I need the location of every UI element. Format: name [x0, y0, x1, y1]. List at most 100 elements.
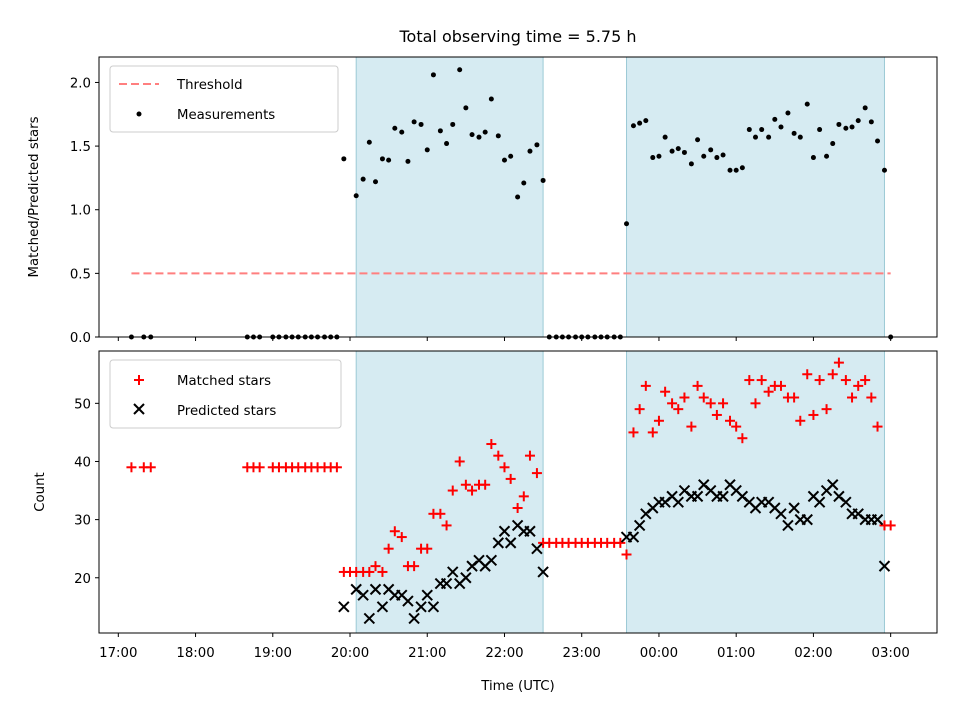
- matched-point: [744, 375, 755, 386]
- matched-point: [524, 450, 535, 461]
- bottom-axes-frame: [98, 350, 938, 634]
- measurement-point: [482, 129, 488, 135]
- predicted-point: [408, 612, 420, 625]
- bottom-y-axis-label: Count: [33, 472, 48, 512]
- matched-point: [518, 491, 529, 502]
- predicted-point: [788, 502, 800, 514]
- bottom-shaded-regions: [355, 350, 885, 634]
- measurement-point: [881, 167, 887, 173]
- matched-point: [705, 398, 716, 409]
- top-y-ticks: 0.0 0.5 1.0 1.5 2.0: [70, 76, 99, 346]
- matched-point: [885, 520, 896, 531]
- x-tick-label: 18:00: [176, 646, 214, 661]
- measurement-point: [746, 127, 752, 133]
- matched-point: [389, 526, 400, 537]
- matched-point: [775, 380, 786, 391]
- matched-point: [145, 462, 156, 473]
- measurement-point: [868, 119, 874, 125]
- matched-point: [435, 508, 446, 519]
- predicted-point: [691, 490, 704, 503]
- predicted-point: [338, 601, 350, 613]
- top-x-ticks: [117, 337, 892, 341]
- matched-point: [409, 561, 420, 572]
- x-tick-label: 17:00: [99, 646, 137, 661]
- x-tick-label: 00:00: [640, 646, 678, 661]
- measurement-point: [675, 146, 681, 152]
- matched-point: [731, 421, 742, 432]
- measurement-point: [759, 127, 765, 133]
- measurement-point: [469, 132, 475, 138]
- matched-point: [486, 439, 497, 450]
- bottom-legend: Matched stars Predicted stars: [109, 359, 342, 429]
- matched-stars-series: [126, 357, 896, 577]
- predicted-point: [498, 525, 511, 537]
- x-tick-label: 21:00: [408, 646, 446, 661]
- measurement-point: [804, 101, 810, 107]
- measurement-point: [527, 148, 533, 154]
- y-tick-label: 1.0: [70, 204, 91, 219]
- predicted-point: [878, 560, 891, 572]
- matched-point: [383, 543, 394, 554]
- y-tick-label: 30: [74, 514, 91, 529]
- matched-point: [377, 566, 388, 577]
- measurement-point: [386, 157, 392, 163]
- matched-point: [640, 380, 651, 391]
- bottom-x-ticks: 17:00 18:00 19:00 20:00 21:00 22:00 23:00 00:00…: [99, 633, 910, 661]
- matched-point: [692, 380, 703, 391]
- measurement-point: [843, 125, 849, 131]
- predicted-point: [827, 479, 839, 491]
- y-tick-label: 0.5: [70, 267, 91, 282]
- measurement-point: [392, 125, 398, 131]
- measurement-point: [379, 156, 385, 162]
- measurement-point: [778, 124, 784, 130]
- measurement-point: [437, 128, 443, 134]
- legend-matched-swatch: [134, 375, 144, 385]
- predicted-point: [775, 508, 787, 520]
- top-y-axis-label: Matched/Predicted stars: [27, 116, 42, 277]
- x-tick-label: 20:00: [331, 646, 369, 661]
- measurement-point: [501, 157, 507, 163]
- chart-title: Total observing time = 5.75 h: [398, 27, 636, 46]
- matched-point: [660, 386, 671, 397]
- predicted-point: [492, 537, 505, 549]
- matched-point: [860, 375, 871, 386]
- measurement-point: [399, 129, 405, 135]
- bottom-panel: 20 30 40 50 17:00 18:00 19:00 20:00 21:00 22:00 2…: [33, 350, 938, 694]
- top-legend: Threshold Measurements: [109, 65, 339, 133]
- matched-point: [756, 375, 767, 386]
- matched-point: [795, 415, 806, 426]
- y-tick-label: 20: [74, 572, 91, 587]
- x-axis-label: Time (UTC): [480, 679, 555, 694]
- bottom-y-ticks: 20 30 40 50: [74, 397, 99, 587]
- measurement-point: [418, 121, 424, 127]
- measurement-point: [341, 156, 347, 162]
- matched-point: [847, 392, 858, 403]
- measurement-point: [360, 176, 366, 182]
- top-shaded-regions: [355, 56, 885, 338]
- x-tick-label: 22:00: [485, 646, 523, 661]
- matched-point: [370, 561, 381, 572]
- matched-point: [441, 520, 452, 531]
- measurement-point: [534, 142, 540, 148]
- predicted-point: [369, 583, 382, 596]
- measurement-point: [681, 149, 687, 155]
- matched-point: [512, 502, 523, 513]
- predicted-point: [782, 519, 794, 532]
- measurement-point: [662, 134, 668, 140]
- legend-matched-label: Matched stars: [177, 374, 271, 389]
- measurement-point: [810, 155, 816, 161]
- measurement-point: [855, 118, 861, 124]
- measurement-point: [430, 72, 436, 78]
- matched-point: [833, 357, 844, 368]
- observing-window-2: [626, 56, 885, 338]
- matched-point: [480, 479, 491, 490]
- measurement-point: [836, 121, 842, 127]
- measurement-point: [405, 158, 411, 164]
- measurement-point: [366, 139, 372, 145]
- predicted-point: [672, 496, 684, 508]
- measurement-point: [766, 134, 772, 140]
- matched-point: [872, 421, 883, 432]
- matched-point: [460, 479, 471, 490]
- matched-point: [422, 543, 433, 554]
- measurement-point: [515, 194, 521, 200]
